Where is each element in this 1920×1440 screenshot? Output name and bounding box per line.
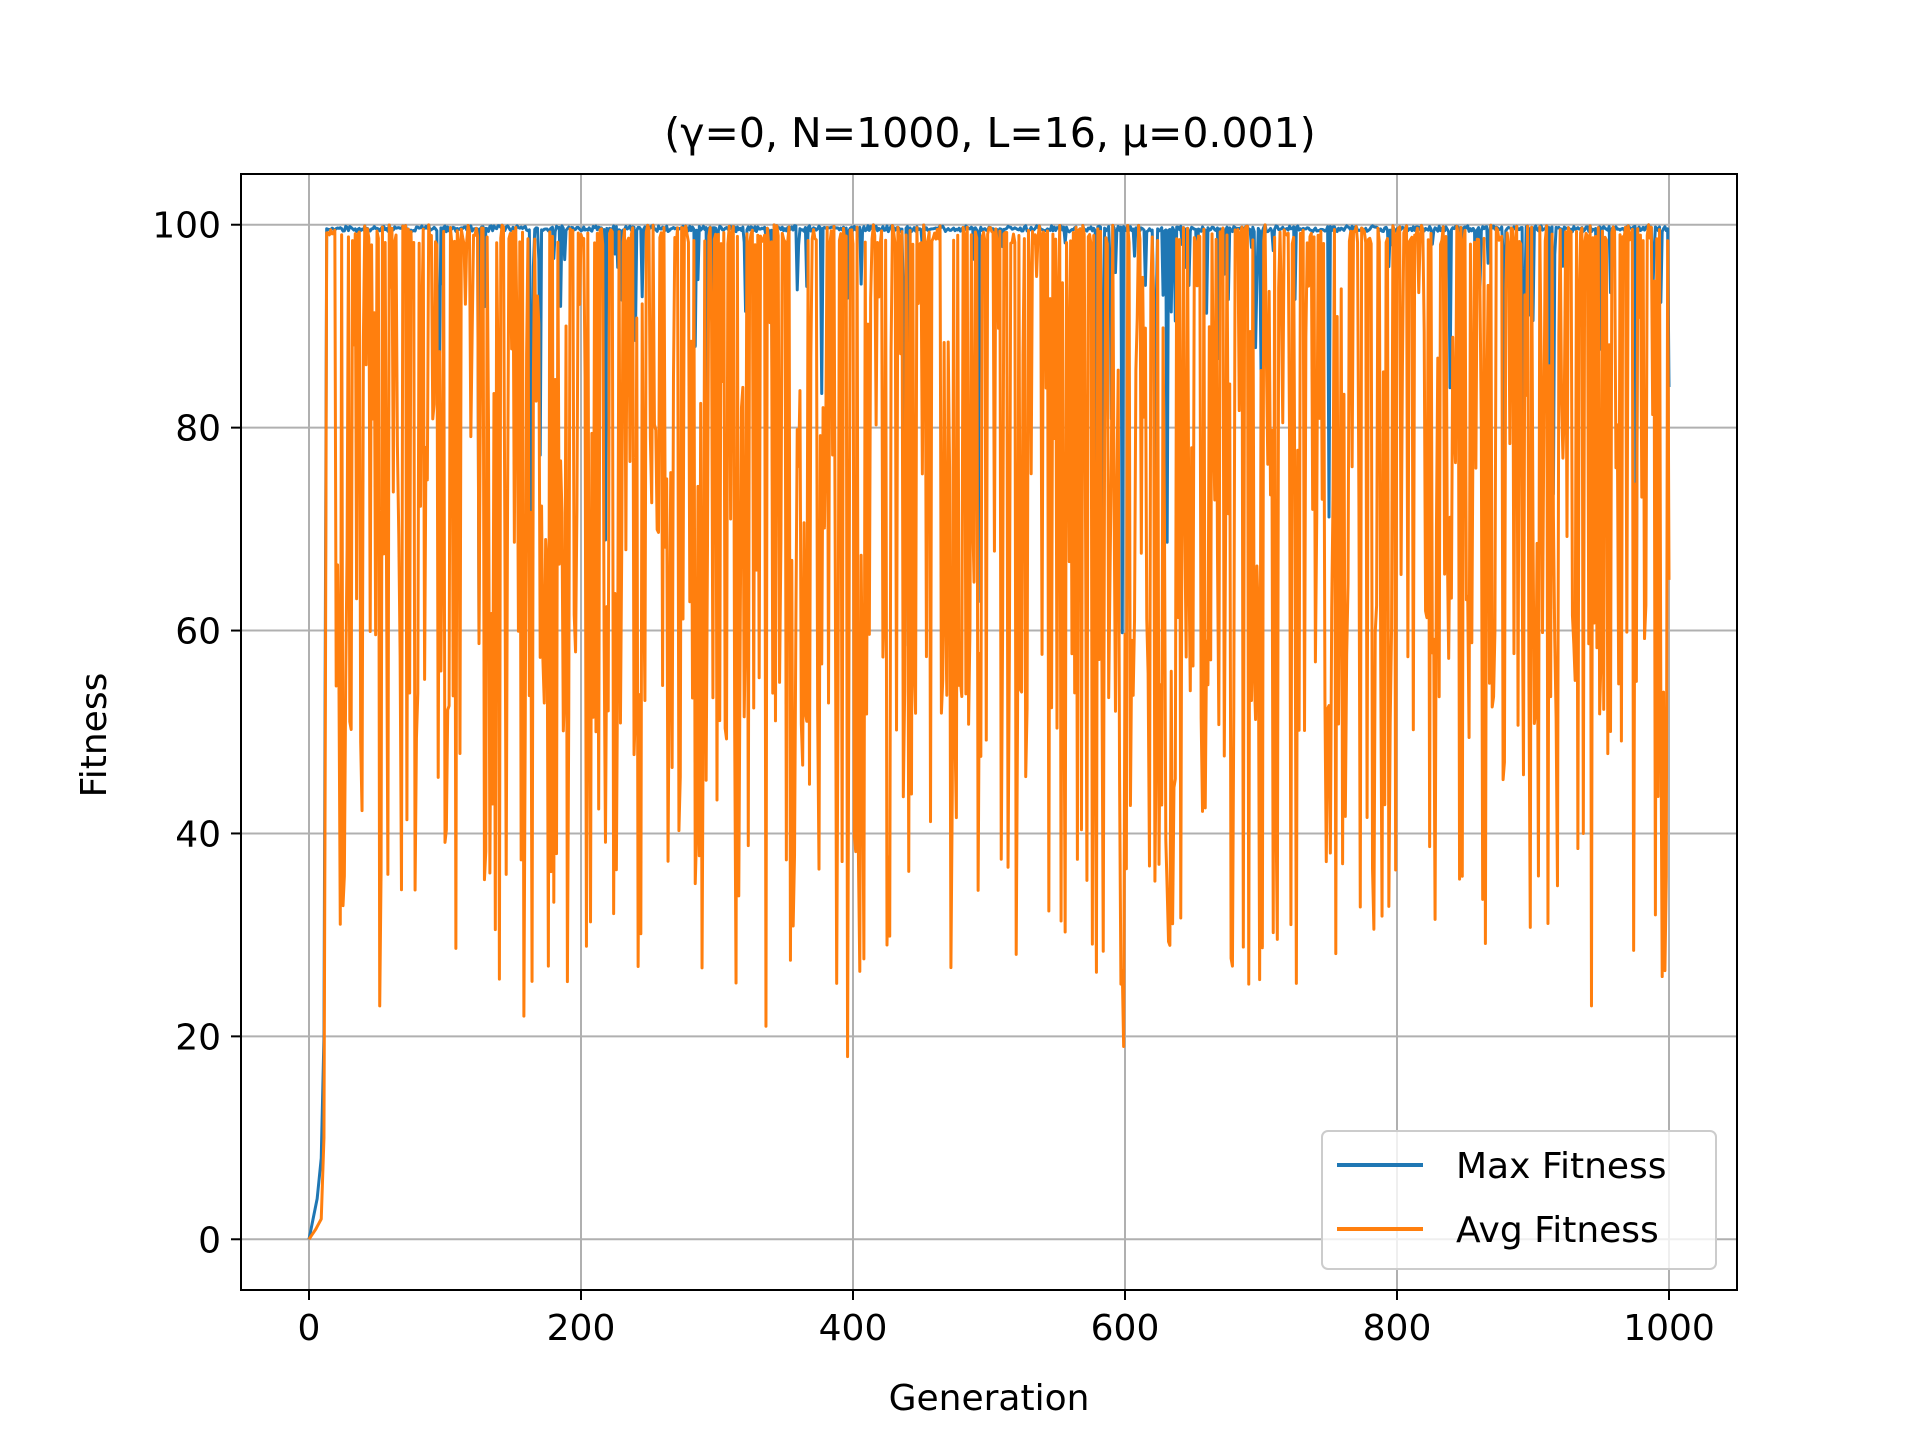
y-tick-label: 40 [175, 814, 221, 855]
y-tick-label: 80 [175, 409, 221, 450]
y-tick-label: 20 [175, 1017, 221, 1058]
y-tick-label: 60 [175, 612, 221, 653]
plot-frame [240, 173, 1738, 1291]
y-tick-label: 0 [198, 1220, 221, 1261]
avg-fitness-line [307, 223, 1671, 1241]
y-tick-label: 100 [152, 206, 221, 247]
x-tick-label: 600 [1091, 1308, 1160, 1349]
legend: Max Fitness Avg Fitness [1321, 1130, 1717, 1270]
x-axis-ticks: 0 200 400 600 800 1000 [298, 1290, 1715, 1349]
y-axis-ticks: 0 20 40 60 80 100 [152, 206, 241, 1261]
chart-title: (γ=0, N=1000, L=16, μ=0.001) [664, 109, 1315, 157]
x-tick-label: 400 [819, 1308, 888, 1349]
y-axis-label: Fitness [74, 673, 115, 798]
plot-lines [307, 223, 1671, 1241]
x-tick-label: 0 [298, 1308, 321, 1349]
x-axis-label: Generation [889, 1378, 1090, 1419]
legend-label-avg: Avg Fitness [1456, 1210, 1659, 1251]
x-tick-label: 1000 [1623, 1308, 1715, 1349]
x-tick-label: 200 [547, 1308, 616, 1349]
legend-label-max: Max Fitness [1456, 1146, 1667, 1187]
x-tick-label: 800 [1363, 1308, 1432, 1349]
